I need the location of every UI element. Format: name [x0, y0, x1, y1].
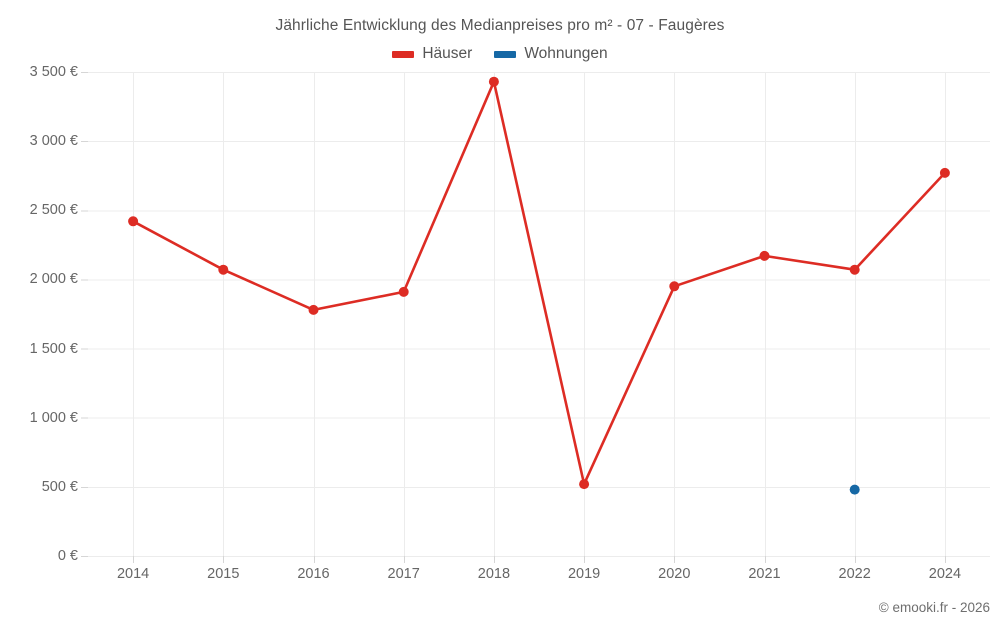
y-axis-tick-label: 2 500 € [29, 202, 78, 219]
footer-credit: © emooki.fr - 2026 [878, 600, 990, 615]
y-axis-tick-label: 500 € [41, 478, 78, 495]
x-axis-tick-label: 2018 [477, 566, 511, 582]
x-axis-tick-label: 2020 [658, 566, 691, 582]
data-point-wohnungen[interactable] [849, 484, 860, 495]
legend-label-hauser: Häuser [422, 45, 473, 62]
data-point-häuser[interactable] [398, 286, 409, 297]
y-axis-tick-label: 1 500 € [29, 340, 78, 357]
x-axis-tick-label: 2015 [207, 566, 240, 582]
x-axis-tick-label: 2022 [838, 566, 871, 582]
data-point-häuser[interactable] [669, 281, 680, 292]
data-point-häuser[interactable] [488, 76, 499, 87]
legend-swatch-hauser [392, 50, 415, 58]
data-point-häuser[interactable] [218, 264, 229, 275]
x-axis-labels: 2014 2015 2016 2017 2018 2019 2020 2021 2022 2024 [0, 566, 1000, 596]
y-axis-tick-label: 3 000 € [29, 133, 78, 150]
x-axis-tick-label: 2014 [116, 566, 150, 582]
y-axis-tick-label: 2 000 € [29, 271, 78, 288]
y-axis-labels: 0 € 500 € 1 000 € 1 500 € 2 000 € 2 500 € 3 00… [0, 0, 78, 625]
legend-item-wohnungen[interactable]: Wohnungen [494, 45, 608, 63]
data-point-häuser[interactable] [849, 264, 860, 275]
x-axis-tick-label: 2017 [387, 566, 420, 582]
chart-title: Jährliche Entwicklung des Medianpreises … [275, 17, 725, 34]
x-axis-tick-label: 2021 [748, 566, 781, 582]
data-point-häuser[interactable] [759, 250, 770, 261]
y-axis-tick-label: 3 500 € [29, 64, 78, 80]
y-axis-tick-label: 0 € [57, 548, 78, 564]
x-axis-tick-label: 2016 [297, 566, 330, 582]
data-point-häuser[interactable] [308, 304, 319, 315]
data-point-häuser[interactable] [939, 167, 950, 178]
legend-label-wohnungen: Wohnungen [524, 45, 608, 62]
y-axis-tick-label: 1 000 € [29, 409, 78, 426]
legend-item-hauser[interactable]: Häuser [392, 45, 472, 63]
series-line-häuser [131, 80, 947, 486]
data-point-häuser[interactable] [128, 216, 139, 227]
x-axis-tick-label: 2024 [928, 566, 962, 582]
legend-swatch-wohnungen [494, 50, 517, 58]
data-point-häuser[interactable] [579, 479, 590, 490]
chart-legend: Häuser Wohnungen [0, 45, 1000, 63]
x-axis-tick-label: 2019 [567, 566, 601, 582]
